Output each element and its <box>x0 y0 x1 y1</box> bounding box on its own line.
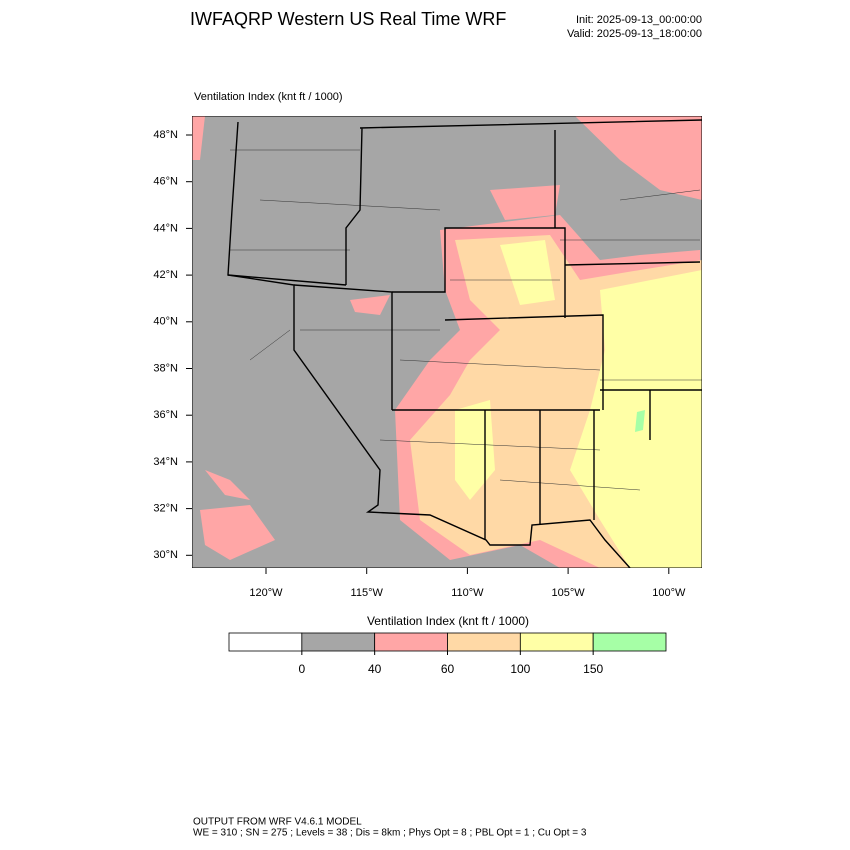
colorbar-tick-label: 0 <box>298 662 305 676</box>
map-label: Ventilation Index (knt ft / 1000) <box>194 91 343 103</box>
lat-label: 44°N <box>153 222 178 234</box>
lat-label: 40°N <box>153 316 178 328</box>
lat-label: 48°N <box>153 129 178 141</box>
lon-label: 120°W <box>249 587 283 599</box>
lon-label: 105°W <box>552 587 586 599</box>
colorbar-tick-label: 40 <box>368 662 382 676</box>
colorbar-segment <box>374 632 448 652</box>
lat-label: 32°N <box>153 503 178 515</box>
footer-line: OUTPUT FROM WRF V4.6.1 MODEL <box>193 817 362 828</box>
lat-label: 46°N <box>153 176 178 188</box>
lon-label: 100°W <box>652 587 686 599</box>
colorbar-segment <box>228 632 303 652</box>
valid-time: Valid: 2025-09-13_18:00:00 <box>567 28 702 40</box>
init-time: Init: 2025-09-13_00:00:00 <box>576 14 702 26</box>
footer-line: WE = 310 ; SN = 275 ; Levels = 38 ; Dis … <box>193 828 587 839</box>
colorbar-tick-label: 100 <box>510 662 530 676</box>
colorbar-segment <box>519 632 594 652</box>
map <box>192 116 702 568</box>
colorbar-segment <box>447 632 521 652</box>
lat-label: 34°N <box>153 456 178 468</box>
lon-label: 110°W <box>451 587 484 599</box>
lat-label: 42°N <box>153 269 178 281</box>
colorbar-title: Ventilation Index (knt ft / 1000) <box>367 614 529 628</box>
colorbar-tick-label: 150 <box>583 662 603 676</box>
title: IWFAQRP Western US Real Time WRF <box>190 9 506 29</box>
colorbar-segment <box>592 632 667 652</box>
lat-label: 36°N <box>153 409 178 421</box>
colorbar-tick-label: 60 <box>441 662 455 676</box>
colorbar-segment <box>301 632 376 652</box>
lon-label: 115°W <box>351 587 384 599</box>
lat-label: 30°N <box>153 549 178 561</box>
lat-label: 38°N <box>153 362 178 374</box>
